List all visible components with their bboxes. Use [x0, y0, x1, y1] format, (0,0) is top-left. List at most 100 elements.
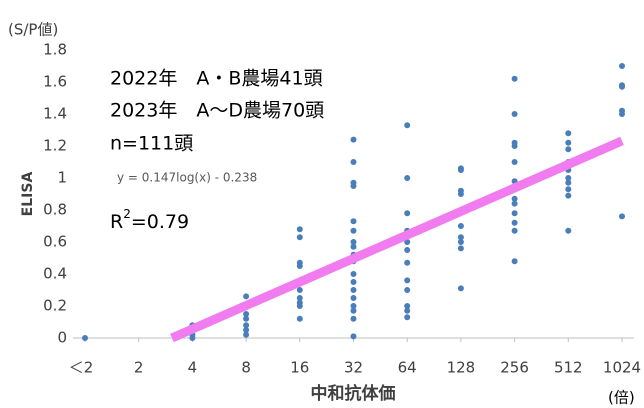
point — [350, 218, 357, 225]
point — [404, 210, 411, 217]
point — [243, 322, 250, 329]
point — [457, 245, 464, 252]
point — [243, 315, 250, 322]
x-unit-label: (倍) — [608, 389, 635, 407]
point — [350, 239, 357, 245]
x-tick-label: 512 — [554, 359, 583, 377]
point — [511, 258, 518, 265]
point — [350, 307, 357, 314]
trendline — [170, 136, 624, 343]
point — [350, 136, 357, 143]
point — [404, 122, 411, 129]
point — [189, 335, 196, 341]
y-tick-label: 1.4 — [43, 105, 67, 123]
y-axis-label: ELISA — [20, 172, 36, 217]
x-axis-label: 中和抗体価 — [311, 383, 396, 404]
point — [296, 303, 303, 309]
annotation: 2022年 A・B農場41頭 — [110, 68, 323, 90]
point — [404, 175, 411, 181]
point — [404, 314, 411, 321]
point — [350, 303, 357, 309]
x-tick-label: ＜2 — [69, 359, 94, 377]
point — [565, 139, 572, 146]
point — [457, 167, 464, 173]
point — [457, 191, 464, 197]
y-tick-label: 1.6 — [43, 73, 67, 91]
point — [619, 63, 625, 69]
point — [565, 227, 572, 234]
point — [404, 259, 411, 266]
point — [296, 234, 303, 241]
point — [350, 287, 357, 293]
point — [243, 311, 250, 317]
point — [619, 111, 625, 117]
x-tick-label: 8 — [241, 359, 251, 377]
point — [350, 279, 357, 285]
point — [619, 83, 625, 90]
point — [511, 143, 518, 149]
x-tick-label: 64 — [398, 359, 417, 377]
point — [511, 227, 518, 234]
r-squared: R2=0.79 — [110, 207, 189, 233]
x-tick-label: 16 — [290, 359, 309, 377]
point — [511, 159, 518, 165]
r-squared-sup: 2 — [123, 207, 131, 221]
point — [404, 277, 411, 284]
point — [350, 159, 357, 165]
point — [457, 285, 464, 292]
point — [457, 223, 464, 229]
point — [243, 327, 250, 333]
point — [511, 111, 518, 117]
point — [565, 146, 572, 153]
point — [350, 271, 357, 277]
point — [350, 295, 357, 301]
point — [296, 315, 303, 322]
point — [404, 247, 411, 253]
point — [511, 219, 518, 226]
point — [350, 315, 357, 322]
point — [619, 213, 625, 220]
point — [511, 210, 518, 217]
r-squared-base: R — [110, 211, 123, 233]
point — [404, 303, 411, 309]
point — [296, 287, 303, 293]
trendline-equation: y = 0.147log(x) - 0.238 — [117, 171, 257, 185]
y-tick-label: 1 — [57, 169, 67, 187]
r-squared-rest: =0.79 — [131, 211, 189, 233]
x-tick-label: 1024 — [603, 359, 641, 377]
point — [243, 293, 250, 300]
y-tick-label: 0.8 — [43, 201, 67, 219]
y-unit-label: (S/P値) — [8, 21, 58, 39]
y-tick-label: 0.6 — [43, 233, 67, 251]
point — [565, 186, 572, 193]
x-tick-label: 32 — [344, 359, 363, 377]
point — [565, 192, 572, 199]
x-tick-label: 2 — [134, 359, 144, 377]
x-tick-label: 128 — [447, 359, 476, 377]
point — [565, 179, 572, 186]
annotation: 2023年 A～D農場70頭 — [110, 100, 324, 122]
point — [296, 226, 303, 233]
point — [511, 75, 518, 82]
y-tick-label: 1.2 — [43, 137, 67, 155]
point — [457, 234, 464, 241]
point — [511, 195, 518, 202]
point — [404, 307, 411, 314]
point — [565, 130, 572, 137]
y-tick-label: 0.2 — [43, 297, 67, 315]
y-tick-label: 1.8 — [43, 41, 67, 59]
point — [350, 243, 357, 250]
point — [457, 239, 464, 245]
x-tick-label: 4 — [188, 359, 198, 377]
point — [243, 331, 250, 338]
point — [296, 295, 303, 301]
point — [350, 333, 357, 340]
point — [350, 227, 357, 234]
point — [82, 335, 88, 341]
annotation: n=111頭 — [110, 133, 193, 155]
point — [565, 175, 572, 181]
point — [511, 200, 518, 207]
y-tick-label: 0 — [57, 329, 67, 347]
